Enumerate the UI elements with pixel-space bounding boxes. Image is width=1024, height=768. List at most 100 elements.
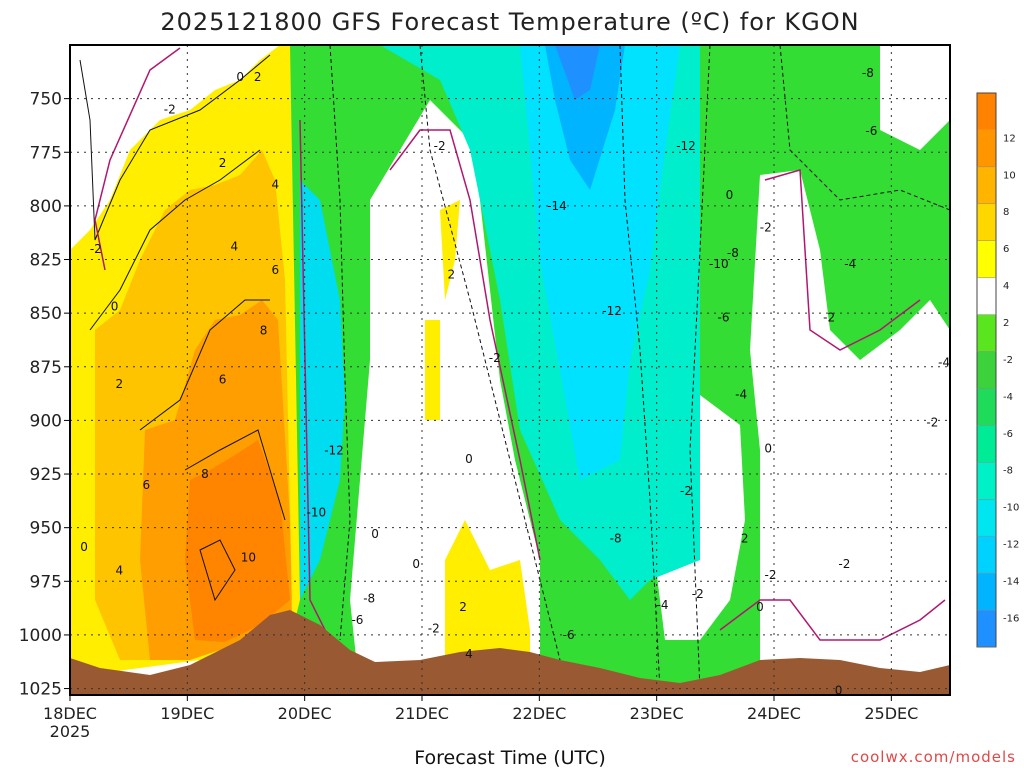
contour-label: -2 [680,484,692,498]
y-tick-label: 850 [30,304,62,324]
field-yellow-c [440,200,460,300]
y-tick-label: 775 [30,143,62,163]
contour-label: -2 [823,310,835,324]
contour-label: 4 [230,240,238,254]
colorbar-label: -12 [1003,540,1019,551]
contour-label: -2 [164,102,176,116]
contour-lines [79,54,286,602]
contour-label: 0 [465,452,473,466]
contour-label: -8 [862,66,874,80]
colorbar-label: 2 [1003,318,1009,329]
colorbar-label: 10 [1003,170,1016,181]
contour-label: 4 [465,647,473,661]
contour-label: -2 [760,220,772,234]
contour-label: 0 [236,70,244,84]
colorbar-label: -2 [1003,355,1013,366]
zero-contours [94,47,946,641]
colorbar-label: -6 [1003,429,1013,440]
contour-label: -8 [610,531,622,545]
field-yellow-d [425,320,440,420]
contour-label: 8 [260,323,268,337]
contour-label: -8 [727,246,739,260]
x-tick-label: 20DEC [278,704,332,723]
colorbar-swatch [977,425,996,463]
field-white-d [880,45,950,150]
y-tick-label: 875 [30,358,62,378]
contour-label: 0 [726,188,734,202]
colorbar-swatch [977,240,996,278]
contour-label: 0 [706,748,714,762]
contour-label: 4 [115,564,123,578]
contour-label: 2 [741,531,749,545]
contour-label: 2 [336,718,344,732]
colorbar-label: 4 [1003,281,1009,292]
colorbar-label: 6 [1003,244,1009,255]
credit-text: coolwx.com/models [851,748,1016,766]
contour-label: -10 [709,257,729,271]
contour-label: -4 [735,388,747,402]
x-tick-label: 21DEC [395,704,449,723]
colorbar-swatch [977,93,996,130]
contour-label: -2 [926,416,938,430]
colorbar-swatch [977,203,996,241]
contour-label: -6 [865,124,877,138]
contour-label: 0 [764,441,772,455]
y-tick-label: 825 [30,251,62,271]
colorbar-label: -16 [1003,613,1019,624]
colorbar-swatch [977,129,996,167]
colorbar-swatch [977,499,996,537]
contour-label: -6 [351,613,363,627]
chart-title: 2025121800 GFS Forecast Temperature (ºC)… [160,8,859,36]
x-year-label: 2025 [50,722,91,741]
y-tick-label: 950 [30,519,62,539]
contour-label: -4 [657,598,669,612]
contour-label: 2 [115,377,123,391]
plot-frame [69,44,951,696]
contour-label: 2 [254,70,262,84]
field-cyan [300,180,345,600]
contour-label: -14 [547,199,567,213]
contour-label: -12 [676,139,696,153]
contour-label: 10 [241,551,256,565]
colorbar-swatch [977,351,996,389]
field-blue [545,45,625,190]
field-yellow-b [445,520,530,660]
x-axis-label: Forecast Time (UTC) [414,747,605,768]
colorbar-swatch [977,610,996,647]
field-cyan-b [520,45,680,480]
colorbar: 12 10 8 6 4 2 -2 -4 -6 -8 -10 -12 -14 -16 [976,92,1019,648]
x-tick-label: 25DEC [864,704,918,723]
y-tick-label: 1000 [19,626,62,646]
colorbar-label: -10 [1003,503,1019,514]
contour-label: 2 [219,156,227,170]
contour-label: 0 [111,300,119,314]
contour-labels: 0 2-2 -12-8-6-224-140-2-8-10 -4-2 46 2-12 -6 -2… [80,66,950,762]
contour-label: -12 [602,304,622,318]
contour-label: -8 [363,591,375,605]
colorbar-swatch [977,277,996,315]
contour-label: 2 [459,600,467,614]
colorbar-label: -14 [1003,577,1019,588]
colorbar-label: -4 [1003,392,1013,403]
contour-label: -4 [938,355,950,369]
colorbar-swatch [977,314,996,352]
field-white-c [750,170,950,695]
x-tick-label: 19DEC [160,704,214,723]
contour-label: -2 [489,351,501,365]
colorbar-label: -8 [1003,466,1013,477]
field-blue-dark [555,45,600,100]
plot-area [70,45,950,695]
x-tick-label: 24DEC [747,704,801,723]
y-tick-label: 975 [30,572,62,592]
contour-label: -2 [90,242,102,256]
colorbar-swatch [977,388,996,426]
contour-label: 6 [142,478,150,492]
contour-label: 0 [80,540,88,554]
contour-label: -4 [844,257,856,271]
contour-label: 6 [219,373,227,387]
contour-label: 0 [756,600,764,614]
y-tick-label: 1025 [19,680,62,700]
x-tick-label: 22DEC [512,704,566,723]
contour-label: -2 [838,557,850,571]
